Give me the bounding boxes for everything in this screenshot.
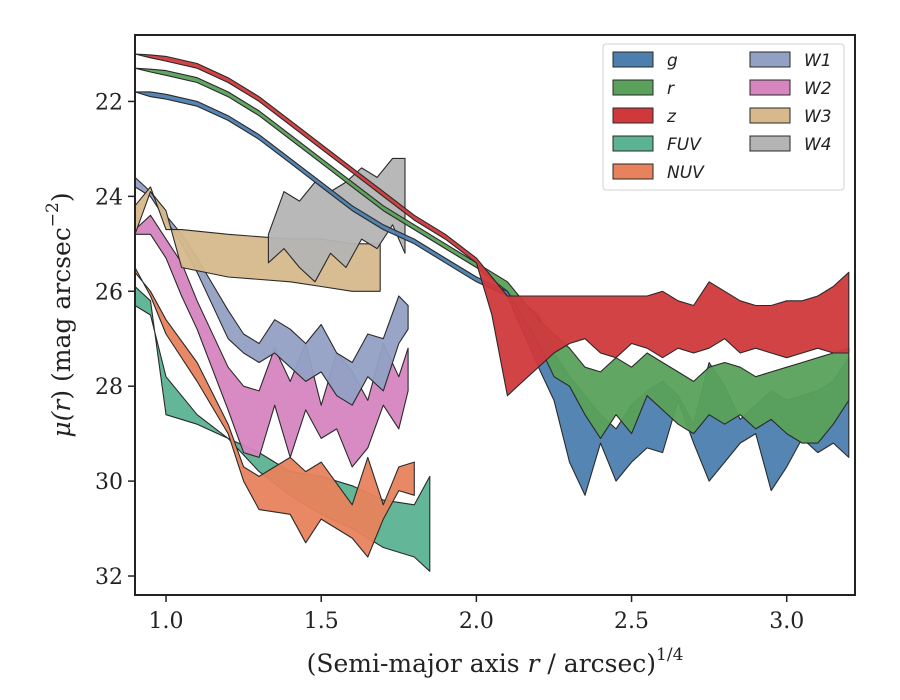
series-band-w2: [134, 214, 409, 468]
legend-label-g: g: [667, 51, 678, 71]
x-tick-label: 2.5: [614, 609, 649, 634]
ticks-layer: 1.0 1.5 2.0 2.5 3.0 22 24 26 28 30 32: [95, 90, 804, 634]
plot-frame: [134, 34, 856, 596]
legend-label-w4: W4: [804, 135, 832, 155]
legend-label-w1: W1: [804, 51, 832, 71]
legend-swatch-w4: [749, 135, 791, 152]
legend-label-fuv: FUV: [667, 135, 702, 155]
legend-swatch-w2: [749, 79, 791, 96]
y-tick-label: 32: [95, 565, 123, 590]
legend-swatch-z: [612, 107, 654, 124]
x-tick-label: 1.0: [149, 609, 184, 634]
series-band-nuv: [134, 266, 415, 558]
legend: grz FUV NUV W1 W2 W3 W4: [602, 43, 845, 191]
legend-swatch-fuv: [612, 135, 654, 152]
y-axis-label: μ(r) (mag arcsec−2): [43, 192, 76, 437]
legend-swatch-g: [612, 51, 654, 68]
legend-label-r: r: [667, 79, 675, 99]
y-tick-label: 30: [95, 470, 123, 495]
legend-swatch-r: [612, 79, 654, 96]
legend-swatch-w3: [749, 107, 791, 124]
legend-swatch-nuv: [612, 163, 654, 180]
y-tick-label: 26: [95, 280, 123, 305]
y-tick-label: 28: [95, 375, 123, 400]
y-tick-label: 24: [95, 185, 123, 210]
legend-label-w2: W2: [804, 79, 832, 99]
series-band-w1: [134, 176, 409, 406]
legend-swatch-w1: [749, 51, 791, 68]
series-band-r: [134, 67, 850, 444]
x-tick-label: 1.5: [304, 609, 339, 634]
x-tick-label: 2.0: [459, 609, 494, 634]
series-layer: [134, 53, 850, 572]
legend-label-z: z: [666, 107, 677, 127]
x-axis-label: (Semi-major axis r / arcsec)1/4: [307, 645, 684, 678]
legend-label-nuv: NUV: [667, 163, 705, 183]
x-tick-label: 3.0: [769, 609, 804, 634]
legend-label-w3: W3: [804, 107, 832, 127]
series-band-z: [134, 53, 850, 397]
y-tick-label: 22: [95, 90, 123, 115]
